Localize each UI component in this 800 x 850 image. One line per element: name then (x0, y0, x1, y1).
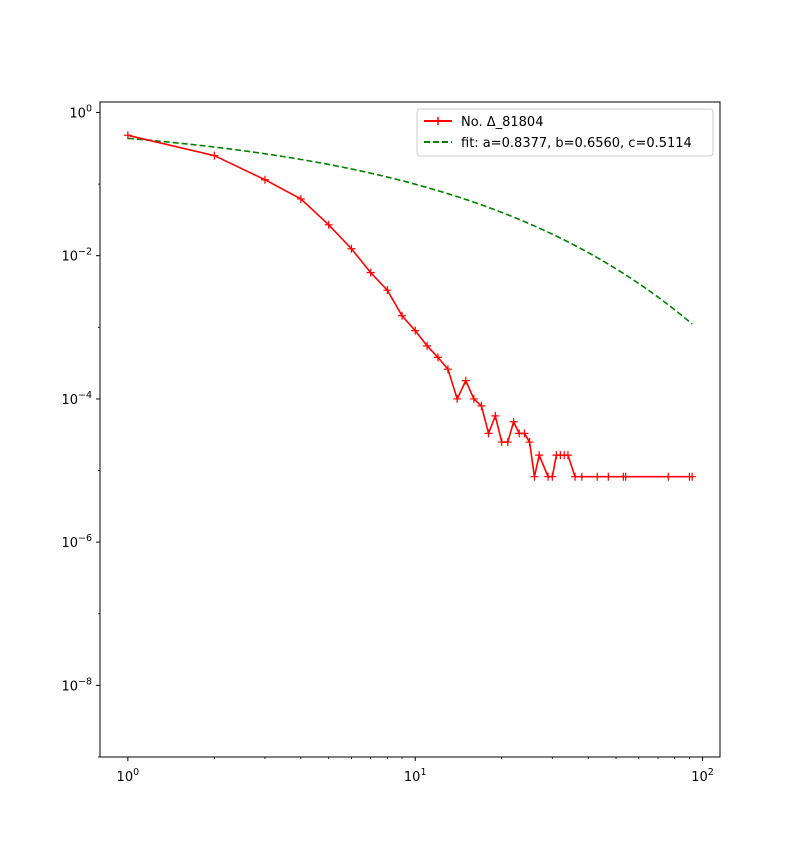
observed-point-marker (411, 326, 420, 335)
observed-point-marker (491, 411, 500, 420)
observed-point-marker (433, 353, 442, 362)
observed-point-marker (366, 268, 375, 277)
legend: No. Δ_81804 fit: a=0.8377, b=0.6560, c=0… (416, 108, 714, 157)
y-tick-label: 10−6 (61, 533, 92, 551)
fit-curve (127, 137, 693, 325)
y-tick-label: 10−8 (61, 676, 92, 694)
observed-point-marker (525, 438, 534, 447)
plot-area (123, 131, 697, 481)
observed-point-marker (484, 429, 493, 438)
tick-layer: 100 101 102 100 10−2 10−4 10−6 10−8 (61, 103, 713, 785)
legend-observed-marker (434, 117, 442, 125)
observed-point-marker (123, 131, 132, 140)
observed-point-marker (688, 472, 697, 481)
y-tick-label: 10−2 (61, 247, 92, 265)
x-tick-label: 101 (404, 767, 427, 785)
observed-point-marker (563, 451, 572, 460)
observed-point-marker (347, 244, 356, 253)
observed-point-marker (577, 472, 586, 481)
observed-point-marker (423, 341, 432, 350)
observed-point-marker (548, 472, 557, 481)
observed-point-marker (535, 451, 544, 460)
observed-point-marker (664, 472, 673, 481)
legend-observed-label: No. Δ_81804 (461, 115, 543, 130)
observed-point-marker (571, 472, 580, 481)
observed-point-marker (593, 472, 602, 481)
observed-point-marker (530, 472, 539, 481)
observed-point-marker (509, 417, 518, 426)
observed-point-marker (520, 429, 529, 438)
observed-point-marker (296, 194, 305, 203)
observed-point-marker (443, 365, 452, 374)
observed-point-marker (324, 220, 333, 229)
observed-point-marker (453, 394, 462, 403)
observed-point-marker (398, 311, 407, 320)
observed-point-marker (503, 438, 512, 447)
observed-point-marker (469, 394, 478, 403)
observed-point-marker (260, 175, 269, 184)
observed-point-marker (210, 151, 219, 160)
x-tick-label: 102 (691, 767, 714, 785)
legend-fit-label: fit: a=0.8377, b=0.6560, c=0.5114 (461, 136, 692, 151)
observed-point-marker (604, 472, 613, 481)
observed-point-marker (621, 472, 630, 481)
x-tick-label: 100 (117, 767, 140, 785)
legend-box (416, 108, 714, 157)
observed-point-marker (383, 286, 392, 295)
observed-point-marker (461, 376, 470, 385)
axes-frame (99, 101, 721, 758)
y-tick-label: 10−4 (61, 390, 92, 408)
observed-point-marker (477, 401, 486, 410)
y-tick-label: 100 (69, 103, 92, 121)
